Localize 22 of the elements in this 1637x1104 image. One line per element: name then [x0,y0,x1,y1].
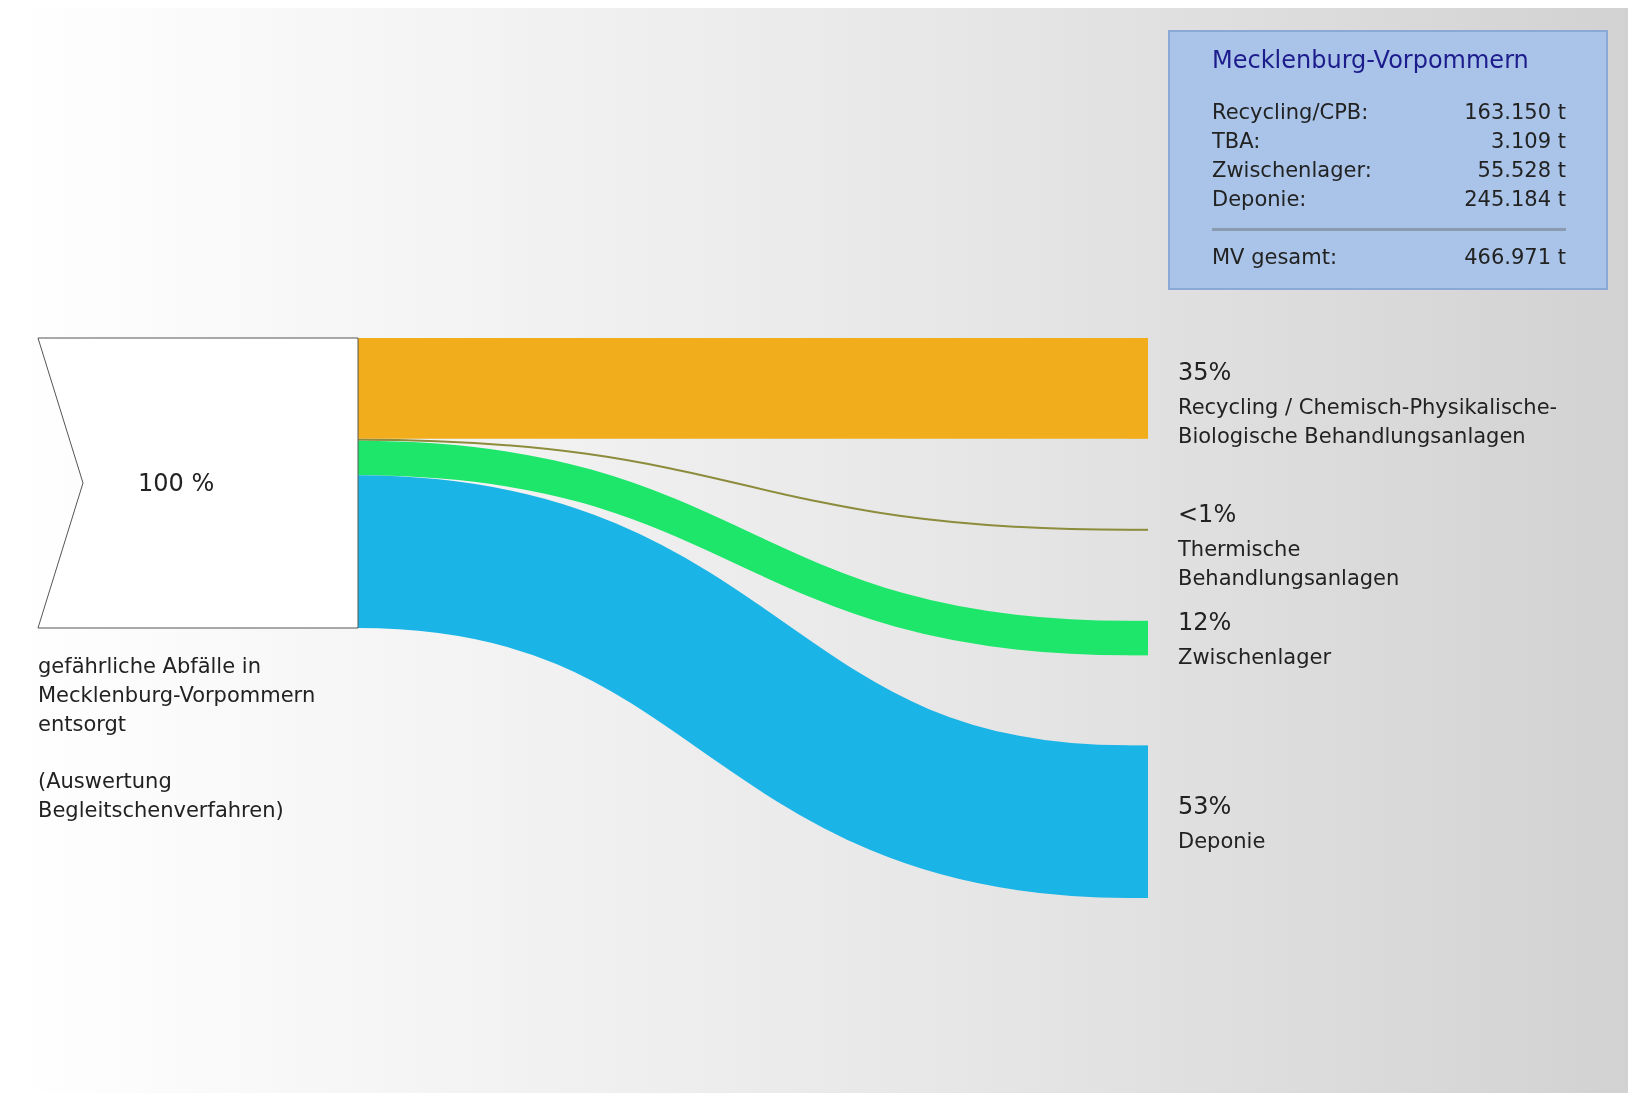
text: 245.184 t [1464,186,1566,213]
text: (Auswertung Begleitschenverfahren) [38,769,284,822]
text: 55.528 t [1477,157,1566,184]
text: MV gesamt: [1212,244,1337,271]
text: Recycling/CPB: [1212,99,1369,126]
category-label: Zwischenlager [1178,645,1332,670]
data-label: 53% [1178,791,1232,820]
text: 100 % [138,469,215,497]
text: 466.971 t [1464,244,1566,271]
text: 3.109 t [1490,128,1566,155]
text: Mecklenburg-Vorpommern [1212,46,1530,74]
text: gefährliche Abfälle in Mecklenburg-Vorpommern entsorgt [38,654,316,736]
text: Zwischenlager: [1212,157,1372,184]
data-label: <1% [1178,499,1237,528]
text: 163.150 t [1464,99,1566,126]
text: Deponie: [1212,186,1307,213]
text: TBA: [1212,128,1261,155]
data-label: 12% [1178,608,1232,637]
category-label: Thermische Behandlungsanlagen [1177,536,1400,590]
data-label: 35% [1178,358,1232,387]
category-label: Recycling / Chemisch-Physikalische- Biologische Behandlungsanlagen [1178,395,1558,449]
category-label: Deponie [1178,828,1266,853]
